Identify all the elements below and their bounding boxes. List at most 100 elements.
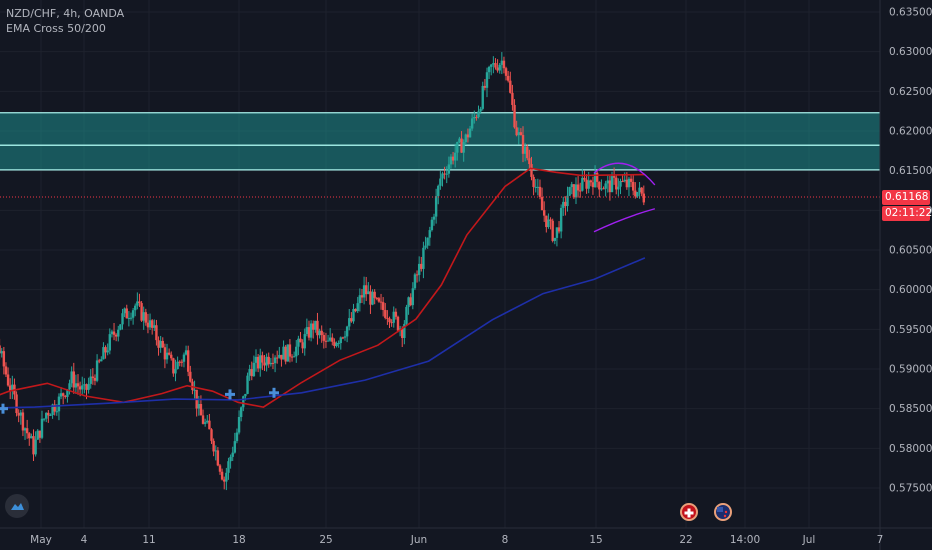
candle-body [295, 346, 298, 357]
candle-body [47, 412, 50, 416]
tradingview-logo[interactable] [5, 494, 29, 518]
candle-body [174, 369, 177, 374]
candle-body [403, 323, 406, 338]
candle-body [386, 317, 389, 319]
candle-body [193, 389, 196, 391]
candle-body [17, 413, 20, 416]
candle-body [464, 134, 467, 143]
candle-body [547, 219, 550, 228]
candle-body [140, 303, 143, 321]
candle-body [545, 215, 548, 228]
candle-body [286, 344, 289, 362]
candle-body [634, 190, 637, 197]
candle-body [55, 411, 59, 413]
candle-body [521, 134, 525, 154]
candle-body [451, 156, 455, 161]
candle-body [513, 104, 516, 128]
candle-body [576, 184, 580, 191]
candle-body [301, 342, 304, 349]
indicator-label[interactable]: EMA Cross 50/200 [6, 22, 106, 35]
candle-body [638, 187, 641, 193]
candle-body [25, 428, 29, 434]
candle-body [333, 341, 336, 347]
candle-body [78, 386, 82, 390]
candle-body [184, 350, 188, 355]
candle-body [98, 360, 101, 362]
candle-body [377, 298, 381, 302]
candle-body [632, 181, 635, 191]
candle-body [303, 334, 306, 349]
candle-body [606, 180, 609, 184]
candle-body [496, 67, 499, 71]
candle-body [432, 216, 436, 220]
candle-body [34, 439, 37, 455]
candle-body [85, 384, 88, 390]
candle-body [585, 179, 588, 189]
candle-body [307, 327, 311, 338]
candle-body [199, 403, 203, 416]
symbol-title[interactable]: NZD/CHF, 4h, OANDA [6, 7, 125, 20]
candle-body [138, 301, 141, 304]
candle-body [428, 230, 431, 238]
candle-body [481, 85, 484, 109]
chart-legend: NZD/CHF, 4h, OANDA EMA Cross 50/200 [6, 6, 124, 36]
candle-body [66, 389, 69, 397]
candle-body [11, 384, 14, 391]
candle-body [485, 72, 489, 88]
candle-body [214, 450, 217, 452]
candle-body [170, 354, 173, 359]
candle-body [212, 440, 215, 452]
candle-body [553, 237, 556, 241]
candle-body [572, 184, 576, 198]
candle-body [320, 330, 323, 336]
candle-body [178, 361, 181, 363]
candle-body [76, 383, 80, 387]
candle-body [216, 450, 220, 466]
candle-body [129, 317, 133, 319]
candle-body [384, 309, 387, 318]
candle-body [623, 179, 626, 182]
candle-body [0, 351, 3, 354]
cross-marker-bar [225, 392, 235, 396]
x-tick-label: 22 [679, 534, 692, 546]
lower-zone [0, 145, 880, 170]
candle-body [352, 308, 355, 322]
upper-zone [0, 112, 880, 146]
candle-body [456, 141, 459, 153]
candle-body [401, 328, 404, 338]
time-axis[interactable]: May 4 11 18 25 Jun 8 15 22 14:00 Jul 7 [0, 527, 932, 546]
candle-body [589, 180, 593, 183]
candle-body [483, 85, 487, 88]
candle-body [206, 420, 209, 423]
candle-body [509, 80, 512, 93]
candle-body [625, 179, 629, 188]
candle-body [259, 355, 262, 369]
candle-body [250, 369, 253, 377]
candle-body [500, 60, 504, 65]
candle-body [45, 412, 48, 419]
candle-body [523, 146, 527, 154]
cross-markers [0, 387, 279, 414]
candle-body [229, 456, 232, 462]
candle-body [326, 340, 330, 342]
candle-body [64, 395, 67, 397]
candle-body [420, 263, 423, 269]
candle-body [305, 327, 309, 335]
candle-body [95, 360, 99, 381]
candle-body [246, 375, 249, 394]
zones [0, 112, 880, 171]
last-price-value: 0.61168 [885, 191, 929, 203]
candle-body [87, 383, 90, 390]
price-axis[interactable]: 0.635000.630000.625000.620000.615000.610… [879, 0, 932, 550]
candle-body [477, 111, 480, 118]
new-zealand-flag-icon[interactable] [714, 503, 732, 521]
candle-body [356, 303, 359, 312]
candle-body [447, 164, 451, 174]
candle-body [110, 331, 114, 335]
candle-body [155, 325, 158, 341]
candle-body [540, 197, 544, 211]
candle-body [127, 317, 131, 319]
swiss-flag-icon[interactable] [680, 503, 698, 521]
